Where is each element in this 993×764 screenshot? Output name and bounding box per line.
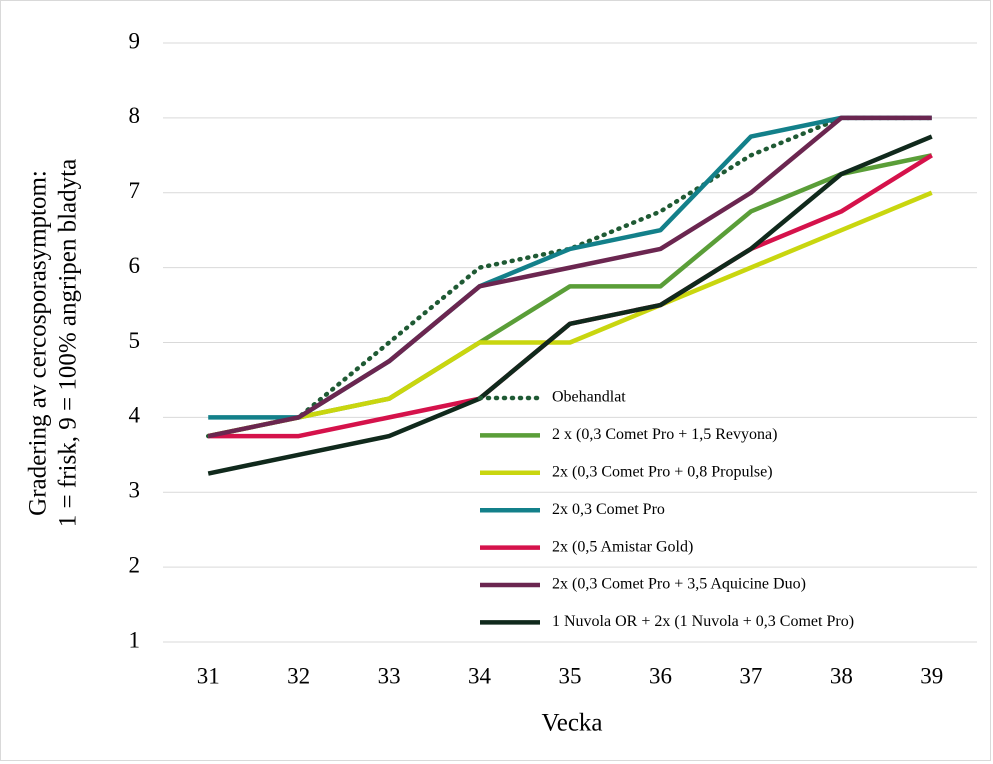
- series-line: [207, 190, 933, 439]
- x-tick-label: 33: [378, 663, 401, 688]
- series-line: [207, 134, 933, 476]
- x-tick-label: 37: [739, 663, 762, 688]
- x-tick-label: 36: [649, 663, 672, 688]
- legend-label: 2 x (0,3 Comet Pro + 1,5 Revyona): [552, 426, 777, 443]
- y-tick-label: 6: [129, 253, 141, 278]
- series-line: [207, 115, 932, 439]
- legend-label: 2x (0,5 Amistar Gold): [552, 538, 693, 555]
- y-tick-label: 3: [129, 478, 141, 503]
- x-tick-label: 34: [468, 663, 492, 688]
- x-tick-label: 31: [197, 663, 220, 688]
- legend-label: 2x (0,3 Comet Pro + 0,8 Propulse): [552, 463, 773, 480]
- legend-label: Obehandlat: [552, 389, 626, 406]
- x-tick-label: 38: [830, 663, 853, 688]
- legend-label: 2x (0,3 Comet Pro + 3,5 Aquicine Duo): [552, 576, 806, 593]
- x-tick-label: 35: [559, 663, 582, 688]
- series-line: [205, 115, 935, 439]
- y-tick-label: 5: [129, 328, 141, 353]
- y-tick-label: 8: [129, 103, 141, 128]
- x-axis-label: Vecka: [541, 710, 602, 737]
- y-tick-label: 7: [129, 178, 141, 203]
- y-axis-label-line: 1 = frisk, 9 = 100% angripen bladyta: [55, 159, 82, 527]
- y-axis-label-line: Gradering av cercosporasymptom:: [25, 170, 52, 516]
- x-tick-label: 39: [920, 663, 943, 688]
- y-tick-label: 2: [129, 552, 141, 577]
- y-axis-label: Gradering av cercosporasymptom: 1 = fris…: [25, 159, 82, 527]
- legend-label: 1 Nuvola OR + 2x (1 Nuvola + 0,3 Comet P…: [552, 613, 854, 630]
- y-tick-label: 4: [129, 403, 141, 428]
- y-tick-label: 9: [129, 28, 141, 53]
- x-tick-label: 32: [287, 663, 310, 688]
- legend-label: 2x 0,3 Comet Pro: [552, 501, 665, 518]
- y-tick-label: 1: [129, 627, 141, 652]
